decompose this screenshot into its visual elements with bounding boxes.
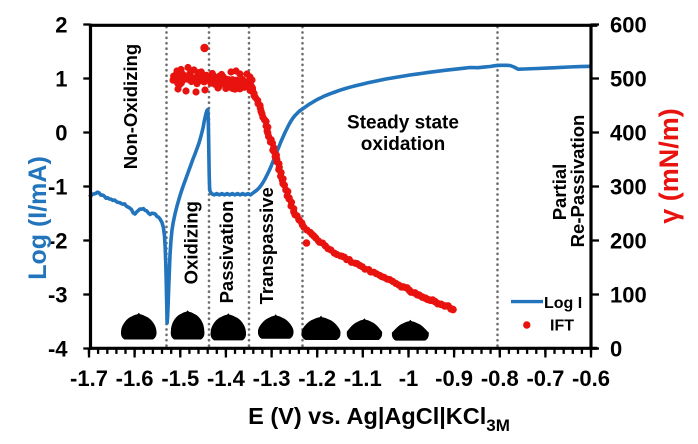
svg-text:-3: -3 [48, 283, 68, 308]
svg-text:400: 400 [610, 121, 647, 146]
svg-text:500: 500 [610, 67, 647, 92]
svg-text:Transpassive: Transpassive [256, 187, 277, 304]
svg-text:0: 0 [610, 337, 622, 362]
svg-text:Steady state: Steady state [347, 113, 459, 134]
svg-text:Non-Oxidizing: Non-Oxidizing [120, 44, 141, 169]
svg-text:300: 300 [610, 175, 647, 200]
svg-text:-0.6: -0.6 [572, 366, 610, 391]
svg-text:Passivation: Passivation [216, 201, 237, 304]
svg-text:-1.1: -1.1 [344, 366, 382, 391]
svg-text:Re-Passivation: Re-Passivation [567, 115, 588, 248]
svg-text:-1.4: -1.4 [207, 366, 246, 391]
svg-text:200: 200 [610, 229, 647, 254]
svg-text:100: 100 [610, 283, 647, 308]
svg-text:-1: -1 [399, 366, 419, 391]
svg-text:2: 2 [55, 13, 67, 38]
svg-text:-1.5: -1.5 [161, 366, 199, 391]
svg-text:-4: -4 [48, 337, 68, 362]
svg-text:-0.8: -0.8 [481, 366, 519, 391]
svg-text:Log (I/mA): Log (I/mA) [24, 156, 52, 280]
svg-text:-1.2: -1.2 [298, 366, 336, 391]
svg-text:Oxidizing: Oxidizing [181, 201, 202, 284]
svg-text:-2: -2 [48, 229, 68, 254]
svg-text:Partial: Partial [549, 164, 570, 221]
svg-text:oxidation: oxidation [361, 134, 445, 155]
svg-text:-1.6: -1.6 [116, 366, 154, 391]
svg-text:1: 1 [55, 67, 67, 92]
svg-text:Log I: Log I [544, 295, 582, 312]
svg-text:-0.9: -0.9 [435, 366, 473, 391]
svg-text:IFT: IFT [550, 318, 574, 335]
svg-text:-1.7: -1.7 [70, 366, 108, 391]
svg-text:-1.3: -1.3 [253, 366, 291, 391]
svg-text:600: 600 [610, 13, 647, 38]
svg-text:-0.7: -0.7 [526, 366, 564, 391]
svg-text:0: 0 [55, 121, 67, 146]
svg-text:-1: -1 [48, 175, 68, 200]
svg-text:γ (mN/m): γ (mN/m) [654, 108, 684, 224]
